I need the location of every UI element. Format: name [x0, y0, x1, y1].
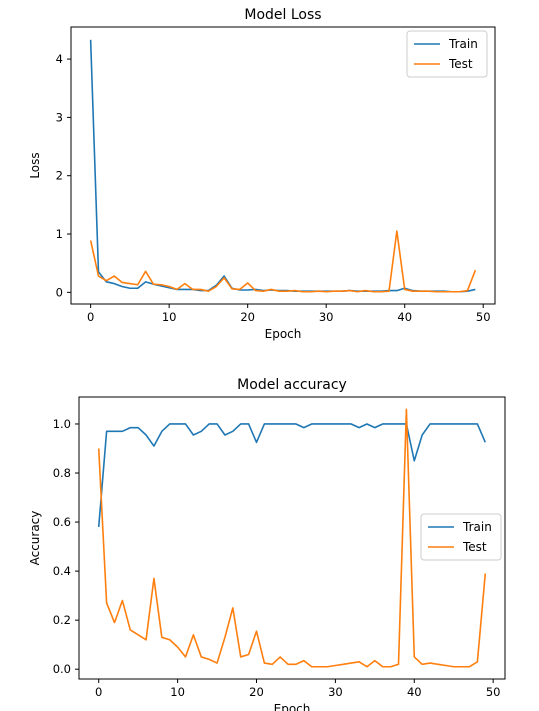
series-line-test	[97, 408, 487, 668]
plot-frame	[78, 396, 506, 680]
x-tick-label: 20	[240, 310, 255, 324]
y-tick-label: 4	[56, 52, 63, 66]
y-axis-label: Loss	[28, 152, 42, 178]
legend-box	[406, 30, 488, 78]
x-tick-label: 0	[95, 685, 102, 699]
y-tick-label: 0	[56, 285, 63, 299]
y-tick-label: 1.0	[53, 417, 71, 431]
x-tick-label: 0	[87, 310, 94, 324]
x-tick-label: 50	[476, 310, 491, 324]
chart-title: Model Loss	[244, 7, 321, 23]
x-tick-label: 40	[407, 685, 422, 699]
x-tick-label: 50	[486, 685, 501, 699]
y-tick-label: 0.2	[53, 613, 71, 627]
legend-label: Test	[462, 540, 487, 554]
x-tick-label: 30	[328, 685, 343, 699]
series-line-train	[89, 39, 476, 293]
legend-label: Test	[448, 57, 473, 71]
y-axis-label: Accuracy	[28, 511, 42, 566]
legend: Train Test	[420, 513, 502, 561]
x-tick-label: 30	[319, 310, 334, 324]
series-line-test	[89, 230, 477, 293]
y-tick-label: 1	[56, 227, 63, 241]
legend-label: Train	[448, 37, 478, 51]
legend-label: Train	[462, 520, 492, 534]
y-tick-label: 0.0	[53, 662, 71, 676]
legend: Train Test	[406, 30, 488, 78]
y-tick-label: 0.4	[53, 564, 71, 578]
chart-1: Model Loss 0 10 20 30 40 50 0 1 2 3 4 Epoch Loss Train…	[28, 7, 496, 341]
y-tick-label: 2	[56, 169, 63, 183]
legend-box	[420, 513, 502, 561]
x-tick-label: 40	[397, 310, 412, 324]
x-axis-label: Epoch	[265, 327, 302, 341]
y-tick-label: 0.6	[53, 515, 71, 529]
x-axis-label: Epoch	[274, 702, 311, 711]
x-tick-label: 10	[170, 685, 185, 699]
x-tick-label: 20	[249, 685, 264, 699]
y-tick-label: 0.8	[53, 466, 71, 480]
series-line-train	[97, 423, 487, 528]
x-tick-label: 10	[162, 310, 177, 324]
plot-frame	[70, 26, 496, 305]
chart-title: Model accuracy	[237, 377, 347, 393]
y-tick-label: 3	[56, 110, 63, 124]
chart-2: Model accuracy 0 10 20 30 40 50 0.0 0.2 0.4 0.6 0.8…	[28, 377, 506, 711]
